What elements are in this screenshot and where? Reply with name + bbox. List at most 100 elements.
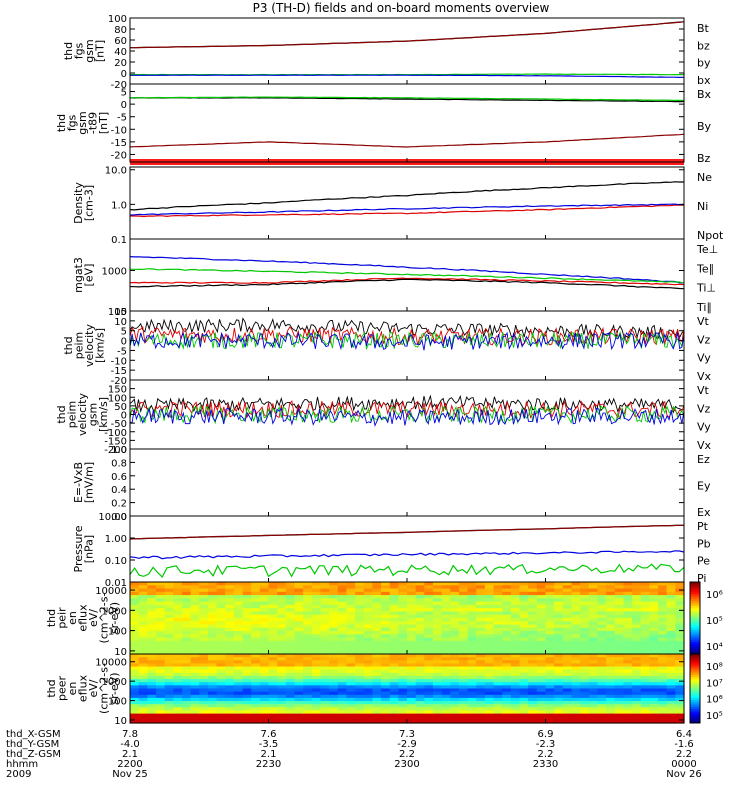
heatmap-cell bbox=[614, 654, 625, 658]
heatmap-cell bbox=[476, 716, 486, 721]
heatmap-cell bbox=[649, 608, 659, 613]
heatmap-cell bbox=[588, 660, 599, 665]
heatmap-cell bbox=[294, 650, 304, 655]
heatmap-cell bbox=[164, 710, 174, 715]
heatmap-cell bbox=[294, 675, 304, 680]
heatmap-cell bbox=[155, 608, 166, 613]
heatmap-cell bbox=[311, 679, 322, 683]
heatmap-cell bbox=[294, 666, 304, 671]
legend-Bx: Bx bbox=[697, 88, 712, 101]
heatmap-cell bbox=[389, 611, 399, 616]
colorbar-step bbox=[690, 674, 700, 678]
heatmap-cell bbox=[311, 710, 322, 715]
heatmap-cell bbox=[242, 710, 252, 715]
heatmap-cell bbox=[337, 694, 348, 699]
heatmap-cell bbox=[432, 585, 443, 590]
legend-Bz: Bz bbox=[697, 152, 711, 165]
heatmap-cell bbox=[476, 719, 486, 724]
heatmap-cell bbox=[554, 588, 564, 593]
x-axis-tick-label: Nov 25 bbox=[112, 769, 147, 780]
heatmap-cell bbox=[640, 710, 650, 715]
heatmap-cell bbox=[528, 627, 538, 632]
heatmap-cell bbox=[510, 691, 521, 696]
heatmap-cell bbox=[562, 707, 573, 712]
heatmap-cell bbox=[285, 598, 296, 603]
heatmap-cell bbox=[181, 601, 192, 606]
heatmap-cell bbox=[571, 657, 581, 661]
heatmap-cell bbox=[640, 647, 650, 652]
heatmap-cell bbox=[606, 713, 616, 718]
heatmap-cell bbox=[432, 608, 443, 613]
heatmap-cell bbox=[190, 604, 200, 609]
heatmap-cell bbox=[597, 631, 607, 635]
heatmap-cell bbox=[329, 585, 339, 590]
heatmap-cell bbox=[173, 644, 183, 649]
heatmap-cell bbox=[649, 640, 659, 645]
heatmap-cell bbox=[666, 679, 676, 683]
heatmap-cell bbox=[138, 704, 148, 708]
heatmap-cell bbox=[207, 604, 218, 609]
heatmap-cell bbox=[580, 650, 590, 655]
heatmap-cell bbox=[554, 634, 564, 639]
heatmap-cell bbox=[580, 713, 590, 718]
heatmap-cell bbox=[649, 657, 659, 661]
heatmap-cell bbox=[519, 701, 529, 705]
heatmap-cell bbox=[181, 614, 192, 619]
y-tick-label: -10 bbox=[111, 125, 127, 136]
heatmap-cell bbox=[623, 679, 633, 683]
heatmap-cell bbox=[190, 682, 200, 686]
heatmap-cell bbox=[337, 624, 348, 629]
heatmap-cell bbox=[658, 710, 668, 715]
heatmap-cell bbox=[329, 637, 339, 642]
heatmap-cell bbox=[640, 713, 650, 718]
colorbar-tick-label: 10⁵ bbox=[706, 711, 723, 722]
heatmap-cell bbox=[502, 582, 512, 586]
heatmap-cell bbox=[614, 604, 625, 609]
heatmap-cell bbox=[536, 650, 547, 655]
heatmap-cell bbox=[623, 719, 633, 724]
heatmap-cell bbox=[458, 657, 469, 661]
heatmap-cell bbox=[147, 685, 157, 690]
heatmap-cell bbox=[606, 666, 616, 671]
heatmap-cell bbox=[389, 719, 399, 724]
heatmap-cell bbox=[138, 650, 148, 655]
legend-Te: Te⊥ bbox=[696, 243, 718, 256]
heatmap-cell bbox=[450, 710, 460, 715]
heatmap-cell bbox=[277, 704, 287, 708]
heatmap-cell bbox=[346, 663, 356, 668]
heatmap-cell bbox=[389, 707, 399, 712]
heatmap-cell bbox=[597, 679, 607, 683]
heatmap-cell bbox=[398, 663, 408, 668]
heatmap-cell bbox=[285, 595, 296, 599]
heatmap-cell bbox=[311, 701, 322, 705]
heatmap-cell bbox=[311, 585, 322, 590]
heatmap-cell bbox=[389, 660, 399, 665]
heatmap-cell bbox=[493, 713, 503, 718]
heatmap-cell bbox=[225, 650, 235, 655]
heatmap-cell bbox=[415, 650, 425, 655]
heatmap-cell bbox=[251, 595, 261, 599]
heatmap-cell bbox=[381, 644, 391, 649]
heatmap-cell bbox=[173, 654, 183, 658]
heatmap-cell bbox=[614, 644, 625, 649]
heatmap-cell bbox=[407, 595, 417, 599]
heatmap-cell bbox=[658, 644, 668, 649]
heatmap-cell bbox=[614, 663, 625, 668]
heatmap-cell bbox=[346, 710, 356, 715]
heatmap-cell bbox=[623, 672, 633, 677]
heatmap-cell bbox=[519, 672, 529, 677]
heatmap-cell bbox=[502, 650, 512, 655]
heatmap-cell bbox=[138, 644, 148, 649]
heatmap-cell bbox=[649, 637, 659, 642]
heatmap-cell bbox=[346, 675, 356, 680]
heatmap-cell bbox=[597, 691, 607, 696]
heatmap-cell bbox=[571, 624, 581, 629]
series-Te-line bbox=[129, 278, 685, 290]
heatmap-cell bbox=[502, 614, 512, 619]
heatmap-cell bbox=[346, 598, 356, 603]
heatmap-cell bbox=[259, 688, 270, 693]
heatmap-cell bbox=[450, 657, 460, 661]
heatmap-cell bbox=[277, 663, 287, 668]
heatmap-cell bbox=[666, 634, 676, 639]
heatmap-cell bbox=[432, 713, 443, 718]
